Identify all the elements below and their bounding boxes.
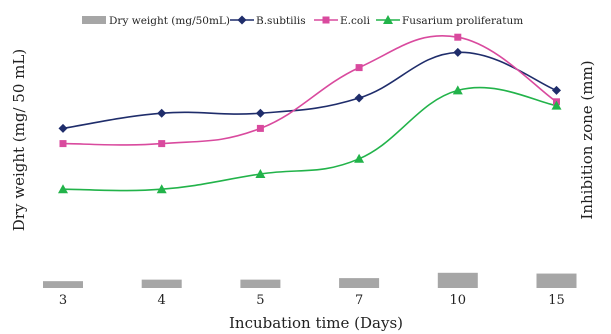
legend: Dry weight (mg/50mL) B.subtilis E.coli Fusa… [82,15,523,27]
x-tick-label: 7 [355,293,363,308]
data-point [157,108,167,118]
x-tick-label: 10 [450,293,467,308]
dry-weight-bar [240,279,281,288]
dry-weight-bar [536,273,577,288]
legend-marker [322,16,330,24]
series-line [62,86,557,192]
x-axis: 3 4 5 7 10 15 [59,293,565,308]
data-point [256,124,264,132]
dry-weight-bar [141,279,182,288]
y-axis-title-left: Dry weight (mg/ 50 mL) [10,49,28,231]
bar-layer [43,272,577,288]
data-point [158,140,166,148]
dry-weight-bar [43,281,83,288]
data-point [156,184,167,194]
data-point [59,140,67,148]
dry-weight-bar [339,278,380,288]
data-point [255,169,266,178]
x-tick-label: 15 [548,293,565,308]
legend-label: Dry weight (mg/50mL) [109,15,230,27]
legend-label: Fusarium proliferatum [402,15,523,27]
data-point [354,153,365,163]
data-point [255,108,265,118]
x-axis-title: Incubation time (Days) [229,314,403,332]
marker-layer [58,33,562,194]
legend-label: E.coli [340,15,371,27]
series-line [62,51,557,130]
data-point [552,85,561,95]
data-point [355,64,363,72]
x-tick-label: 3 [59,293,67,308]
data-point [551,100,562,110]
legend-marker [383,15,393,24]
series-line [62,35,557,146]
data-point [58,184,68,194]
data-point [452,85,463,95]
legend-marker [237,15,247,25]
dry-weight-bar [437,272,478,288]
x-tick-label: 5 [256,293,264,308]
data-point [354,93,364,103]
legend-swatch [82,16,106,24]
data-point [454,33,462,41]
legend-label: B.subtilis [256,15,306,27]
data-point [58,123,68,133]
data-point [453,47,463,57]
y-axis-title-right: Inhibition zone (mm) [578,60,596,219]
line-layer [62,35,557,192]
x-tick-label: 4 [158,293,166,308]
